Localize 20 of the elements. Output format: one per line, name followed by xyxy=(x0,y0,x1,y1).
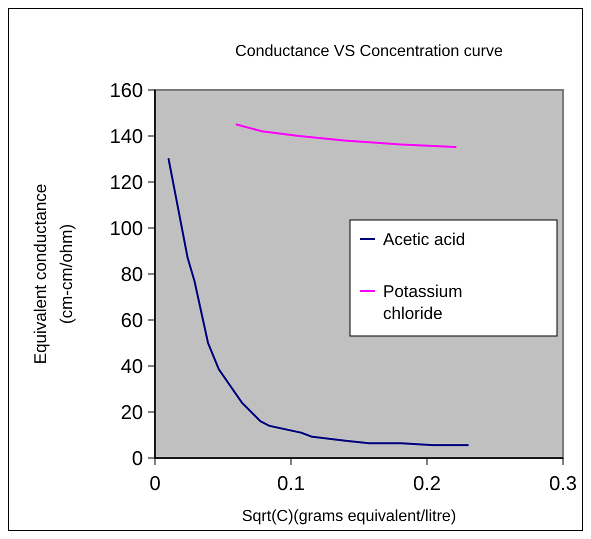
legend-label: Acetic acid xyxy=(383,230,466,249)
y-tick-label: 100 xyxy=(110,218,143,240)
y-tick-label: 80 xyxy=(120,264,143,286)
x-axis-title: Sqrt(C)(grams equivalent/litre) xyxy=(242,508,456,525)
y-tick-label: 0 xyxy=(132,448,143,470)
y-axis-title: Equivalent conductance (cm-cm/ohm) xyxy=(31,184,76,364)
legend-label: Potassium chloride xyxy=(383,282,462,323)
x-tick-label: 0.3 xyxy=(549,473,577,495)
y-tick-label: 140 xyxy=(110,126,143,148)
line-series xyxy=(236,124,457,148)
y-tick-label: 120 xyxy=(110,172,143,194)
y-tick-label: 20 xyxy=(120,402,143,424)
x-tick-label: 0.1 xyxy=(277,473,305,495)
y-tick-label: 60 xyxy=(120,310,143,332)
line-series xyxy=(168,158,469,446)
x-tick-label: 0.2 xyxy=(413,473,441,495)
y-tick-label: 40 xyxy=(120,356,143,378)
x-tick-label: 0 xyxy=(149,473,161,495)
y-tick-label: 160 xyxy=(110,80,143,102)
chart-title: Conductance VS Concentration curve xyxy=(235,43,503,60)
